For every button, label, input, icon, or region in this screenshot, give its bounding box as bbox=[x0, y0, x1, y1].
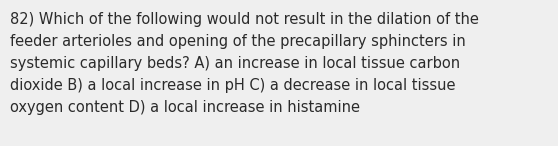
Text: dioxide B) a local increase in pH C) a decrease in local tissue: dioxide B) a local increase in pH C) a d… bbox=[10, 78, 455, 93]
Text: feeder arterioles and opening of the precapillary sphincters in: feeder arterioles and opening of the pre… bbox=[10, 34, 466, 49]
Text: oxygen content D) a local increase in histamine: oxygen content D) a local increase in hi… bbox=[10, 100, 360, 115]
Text: systemic capillary beds? A) an increase in local tissue carbon: systemic capillary beds? A) an increase … bbox=[10, 56, 460, 71]
Text: 82) Which of the following would not result in the dilation of the: 82) Which of the following would not res… bbox=[10, 12, 479, 27]
